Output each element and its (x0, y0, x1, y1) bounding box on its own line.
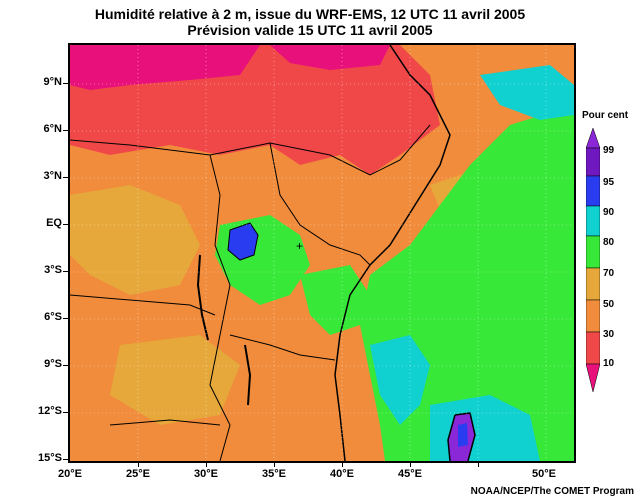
lon-tick (410, 463, 411, 467)
humidity-field: + (70, 45, 574, 461)
legend-label-70: 70 (603, 268, 615, 279)
border-central (209, 154, 231, 461)
field-tan-west (70, 185, 200, 295)
lon-label-25e: 25°E (126, 468, 150, 480)
madagascar-coastline (447, 412, 476, 461)
lat-label-6s: 6°S (44, 311, 62, 323)
map-title-line1: Humidité relative à 2 m, issue du WRF-EM… (94, 6, 526, 22)
lon-label-50e: 50°E (532, 468, 556, 480)
lake-tanganyika (196, 254, 209, 341)
lat-lon-grid (70, 45, 574, 461)
lon-tick (274, 463, 275, 467)
lat-label-6n: 6°N (43, 123, 62, 135)
legend-label-90: 90 (603, 207, 615, 218)
legend-label-99: 99 (603, 145, 615, 156)
lon-tick (342, 463, 343, 467)
legend-swatch-95 (586, 147, 600, 177)
lon-label-20e: 20°E (58, 468, 82, 480)
legend-label-30: 30 (603, 329, 615, 340)
lat-label-12s: 12°S (38, 405, 62, 417)
lon-label-45e: 45°E (398, 468, 422, 480)
lon-tick (478, 463, 479, 467)
legend-swatch-0 (586, 363, 600, 393)
field-cyan-gulf (480, 65, 574, 120)
lat-label-9s: 9°S (44, 358, 62, 370)
border-kenya (269, 142, 371, 266)
border-north (70, 124, 431, 176)
border-zambia (109, 419, 221, 426)
legend-label-10: 10 (603, 358, 615, 369)
legend-swatch-90 (586, 175, 600, 207)
border-west (70, 294, 216, 316)
credit-text: NOAA/NCEP/The COMET Program (470, 486, 634, 497)
field-green-tanzania (300, 265, 370, 335)
field-cyan-channel (370, 335, 430, 425)
legend-label-50: 50 (603, 299, 615, 310)
lat-tick (63, 224, 68, 225)
lat-tick (63, 130, 68, 131)
lat-tick (63, 177, 68, 178)
lat-tick (63, 271, 68, 272)
lon-label-30e: 30°E (194, 468, 218, 480)
legend-swatch-10 (586, 331, 600, 365)
legend-swatch-70 (586, 235, 600, 269)
lat-label-eq: EQ (46, 217, 62, 229)
lon-tick (206, 463, 207, 467)
map-title-line2: Prévision valide 15 UTC 11 avril 2005 (187, 22, 433, 38)
lat-label-9n: 9°N (43, 76, 62, 88)
lat-tick (63, 83, 68, 84)
legend-swatch-30 (586, 299, 600, 333)
lon-label-35e: 35°E (262, 468, 286, 480)
legend-swatch-99 (586, 128, 600, 149)
lat-tick (63, 412, 68, 413)
lon-tick (138, 463, 139, 467)
east-africa-coastline (334, 45, 451, 461)
legend-title: Pour cent (582, 110, 629, 121)
lat-label-15s: 15°S (38, 452, 62, 464)
field-tan-southwest (110, 335, 240, 425)
color-legend-bar (586, 128, 600, 393)
field-very-dry-northwest (70, 45, 260, 90)
lat-label-3s: 3°S (44, 264, 62, 276)
lake-malawi (244, 344, 252, 406)
lat-label-3n: 3°N (43, 170, 62, 182)
field-blue-lake-victoria (227, 222, 259, 261)
border-tanzania-south (229, 334, 336, 361)
lon-label-40e: 40°E (330, 468, 354, 480)
field-blue-madagascar (458, 423, 468, 447)
legend-label-95: 95 (603, 177, 615, 188)
location-marker: + (296, 239, 303, 253)
legend-swatch-80 (586, 205, 600, 237)
legend-swatch-50 (586, 267, 600, 301)
field-very-dry-north (270, 45, 390, 70)
lat-tick (63, 365, 68, 366)
lat-tick (63, 318, 68, 319)
humidity-map: + (68, 43, 576, 463)
lat-tick (63, 459, 68, 460)
legend-label-80: 80 (603, 237, 615, 248)
